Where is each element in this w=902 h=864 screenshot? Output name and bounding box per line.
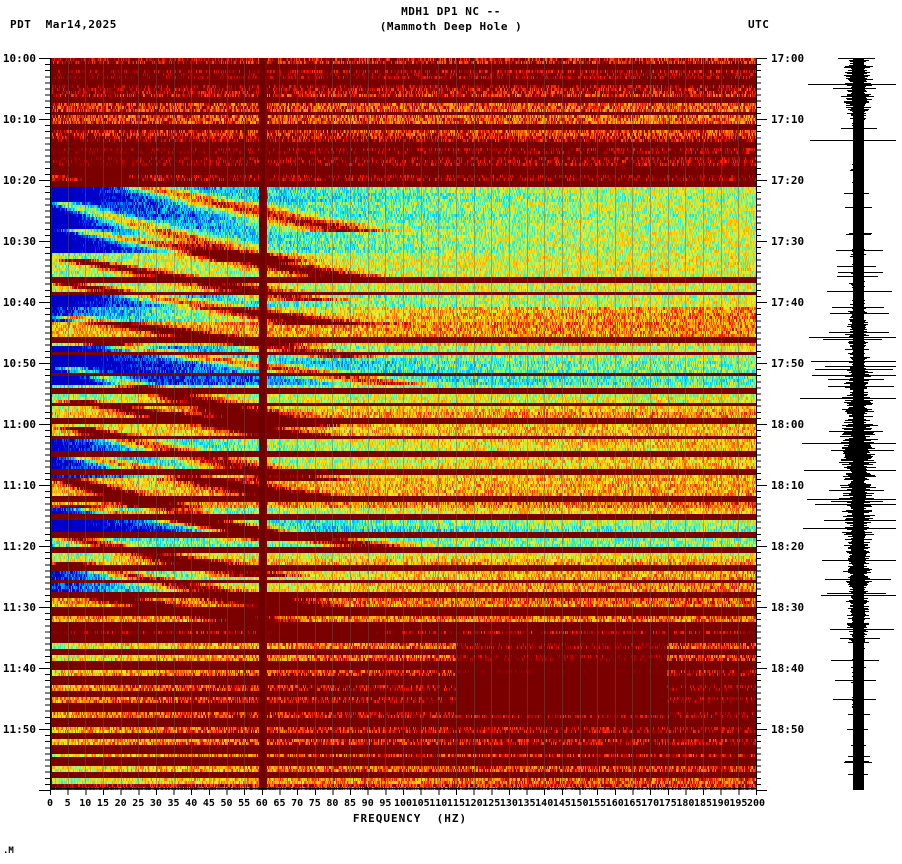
time-tick-label-utc: 17:50	[771, 357, 804, 370]
frequency-tick-label: 20	[115, 798, 127, 809]
frequency-tick-label: 140	[535, 798, 553, 809]
frequency-tick-label: 110	[429, 798, 447, 809]
frequency-tick-label: 15	[97, 798, 109, 809]
frequency-tick-label: 60	[256, 798, 268, 809]
time-tick-label-utc: 17:40	[771, 296, 804, 309]
frequency-tick-label: 85	[344, 798, 356, 809]
frequency-tick-label: 70	[291, 798, 303, 809]
frequency-tick-label: 30	[150, 798, 162, 809]
frequency-tick-label: 100	[394, 798, 412, 809]
frequency-tick-label: 10	[79, 798, 91, 809]
frequency-tick-label: 130	[500, 798, 518, 809]
frequency-tick-label: 105	[412, 798, 430, 809]
time-tick-label-utc: 17:30	[771, 235, 804, 248]
frequency-tick-label: 180	[676, 798, 694, 809]
header-timezone-date: PDT Mar14,2025	[10, 18, 117, 31]
frequency-tick-label: 155	[588, 798, 606, 809]
frequency-tick-label: 145	[553, 798, 571, 809]
frequency-tick-label: 75	[309, 798, 321, 809]
time-tick-label-utc: 18:50	[771, 723, 804, 736]
time-tick-label-local: 11:10	[3, 479, 36, 492]
page-title: MDH1 DP1 NC -- (Mammoth Deep Hole )	[0, 4, 902, 34]
frequency-tick-label: 5	[65, 798, 71, 809]
time-tick-label-utc: 17:20	[771, 174, 804, 187]
time-tick-label-local: 10:10	[3, 113, 36, 126]
frequency-tick-label: 80	[326, 798, 338, 809]
frequency-tick-label: 195	[729, 798, 747, 809]
frequency-axis-title: FREQUENCY (HZ)	[352, 812, 468, 825]
time-tick-label-utc: 18:20	[771, 540, 804, 553]
time-tick-label-local: 11:00	[3, 418, 36, 431]
seismogram-trace[interactable]	[800, 58, 896, 790]
time-tick-label-local: 11:30	[3, 601, 36, 614]
frequency-tick-label: 35	[168, 798, 180, 809]
time-tick-label-utc: 18:40	[771, 662, 804, 675]
header-utc-label: UTC	[748, 18, 770, 31]
frequency-tick-label: 45	[203, 798, 215, 809]
frequency-tick-label: 115	[447, 798, 465, 809]
title-station-line: MDH1 DP1 NC --	[401, 5, 501, 18]
frequency-tick-label: 200	[747, 798, 765, 809]
time-axis-utc: 17:00 17:10 17:20 17:30 17:40 17:50 18:00 18:10…	[755, 52, 804, 791]
frequency-tick-label: 160	[606, 798, 624, 809]
spectrogram-image[interactable]	[50, 58, 756, 790]
frequency-tick-label: 90	[362, 798, 374, 809]
time-tick-label-local: 11:40	[3, 662, 36, 675]
frequency-tick-label: 0	[47, 798, 53, 809]
frequency-tick-label: 50	[220, 798, 232, 809]
corner-artifact-glyph: .M	[3, 846, 14, 856]
frequency-axis: 0 5 10 15 20 25 30 35 40 45 50 55 60 65 70 75 80 85 90 95 10…	[47, 787, 765, 809]
frequency-tick-label: 40	[185, 798, 197, 809]
frequency-tick-label: 125	[482, 798, 500, 809]
time-tick-label-utc: 17:00	[771, 52, 804, 65]
time-tick-label-local: 10:50	[3, 357, 36, 370]
frequency-tick-label: 135	[518, 798, 536, 809]
time-tick-label-utc: 18:10	[771, 479, 804, 492]
frequency-tick-label: 150	[570, 798, 588, 809]
frequency-tick-label: 190	[712, 798, 730, 809]
time-tick-label-utc: 17:10	[771, 113, 804, 126]
frequency-tick-label: 185	[694, 798, 712, 809]
frequency-tick-label: 95	[379, 798, 391, 809]
frequency-tick-label: 65	[273, 798, 285, 809]
time-tick-label-utc: 18:00	[771, 418, 804, 431]
time-tick-label-local: 10:20	[3, 174, 36, 187]
time-tick-label-local: 10:30	[3, 235, 36, 248]
time-tick-label-local: 11:20	[3, 540, 36, 553]
frequency-tick-label: 170	[641, 798, 659, 809]
title-station-name-line: (Mammoth Deep Hole )	[379, 20, 523, 33]
frequency-tick-label: 165	[623, 798, 641, 809]
time-tick-label-local: 10:40	[3, 296, 36, 309]
frequency-tick-label: 175	[659, 798, 677, 809]
time-tick-label-utc: 18:30	[771, 601, 804, 614]
time-axis-local: 10:00 10:10 10:20 10:30 10:40 10:50 11:00 11:10…	[3, 52, 52, 791]
frequency-tick-label: 25	[132, 798, 144, 809]
time-tick-label-local: 11:50	[3, 723, 36, 736]
frequency-tick-label: 120	[465, 798, 483, 809]
time-tick-label-local: 10:00	[3, 52, 36, 65]
frequency-tick-label: 55	[238, 798, 250, 809]
